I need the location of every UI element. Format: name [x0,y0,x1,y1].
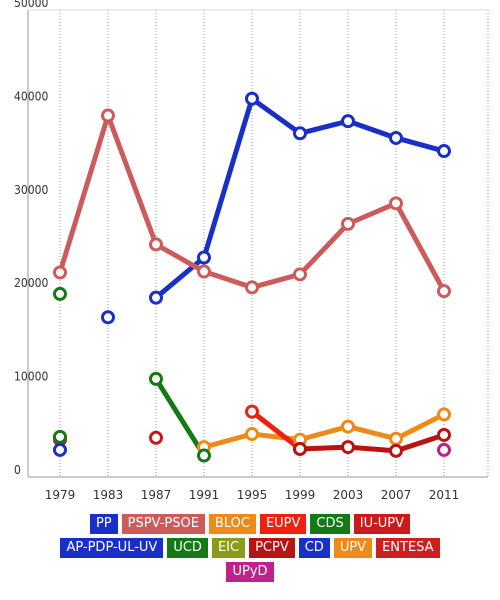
point-pp-2011[interactable] [437,144,451,159]
point-pp-2007[interactable] [389,130,403,145]
point-pcpv-2007[interactable] [389,443,403,458]
point-bloc-1995[interactable] [245,427,259,442]
point-pp-1995[interactable] [245,91,259,106]
point-pspv-psoe-1991[interactable] [197,264,211,279]
point-ucd-1979[interactable] [53,429,67,444]
legend-item-pp[interactable]: PP [89,514,118,534]
grid [59,10,489,477]
legend-row: PP PSPV-PSOE BLOC EUPV CDS IU-UPV [0,514,500,534]
point-cd-1979[interactable] [53,442,67,457]
legend-item-upv[interactable]: UPV [333,538,373,558]
y-tick-label-0: 0 [14,463,21,477]
legend-item-bloc[interactable]: BLOC [208,514,256,534]
y-tick-label-20000: 20000 [14,276,48,290]
point-cds-1979[interactable] [53,286,67,301]
series-points [53,91,451,463]
point-pp-1991[interactable] [197,250,211,265]
point-pcpv-1999[interactable] [293,441,307,456]
series-line-bloc [201,411,447,450]
series-line-pspv-psoe [57,113,447,294]
point-pp-1999[interactable] [293,126,307,141]
point-cds-1991[interactable] [197,448,211,463]
x-tick-label-1979: 1979 [45,488,76,502]
legend-item-pcpv[interactable]: PCPV [249,538,295,558]
point-iu-upv-1987[interactable] [149,430,163,445]
legend-row: AP-PDP-UL-UV UCD EIC PCPV CD UPV ENTESA [0,538,500,558]
x-tick-label-2007: 2007 [381,488,412,502]
legend: PP PSPV-PSOE BLOC EUPV CDS IU-UPV AP-PDP-UL-UV… [0,514,500,586]
legend-item-cd[interactable]: CD [298,538,330,558]
point-ap-pdp-ul-uv-1983[interactable] [101,310,115,325]
point-pp-1987[interactable] [149,290,163,305]
y-tick-label-50000: 50000 [14,0,48,10]
axes [27,9,488,478]
legend-row: UPyD [0,562,500,582]
legend-item-entesa[interactable]: ENTESA [376,538,440,558]
series-line-cds [153,376,207,459]
legend-item-pspv-psoe[interactable]: PSPV-PSOE [121,514,205,534]
point-pspv-psoe-2011[interactable] [437,284,451,299]
point-pspv-psoe-2003[interactable] [341,216,355,231]
point-pspv-psoe-2007[interactable] [389,196,403,211]
legend-item-iu-upv[interactable]: IU-UPV [353,514,411,534]
x-tick-label-1991: 1991 [189,488,220,502]
y-tick-label-30000: 30000 [14,183,48,197]
y-tick-label-10000: 10000 [14,370,48,384]
point-upyd-2011[interactable] [437,442,451,457]
y-axis-tick-labels: 0 10000 20000 30000 40000 50000 [14,0,48,477]
x-tick-label-1999: 1999 [285,488,316,502]
legend-item-upyd[interactable]: UPyD [226,562,274,582]
x-tick-label-1983: 1983 [93,488,124,502]
point-eupv-1995[interactable] [245,404,259,419]
x-axis-tick-labels: 1979 1983 1987 1991 1995 1999 2003 2007 2011 [45,488,460,502]
point-pspv-psoe-1983[interactable] [101,108,115,123]
x-tick-label-1987: 1987 [141,488,172,502]
legend-item-ap-pdp-ul-uv[interactable]: AP-PDP-UL-UV [60,538,164,558]
point-pspv-psoe-1979[interactable] [53,265,67,280]
x-tick-label-2003: 2003 [333,488,364,502]
point-pspv-psoe-1995[interactable] [245,280,259,295]
x-tick-label-1995: 1995 [237,488,268,502]
point-bloc-2007[interactable] [389,431,403,446]
point-pspv-psoe-1999[interactable] [293,267,307,282]
legend-item-eic[interactable]: EIC [211,538,246,558]
legend-item-cds[interactable]: CDS [310,514,350,534]
series-line-eupv [249,409,303,452]
y-tick-label-40000: 40000 [14,89,48,103]
point-bloc-2003[interactable] [341,419,355,434]
point-pspv-psoe-1987[interactable] [149,237,163,252]
point-bloc-2011[interactable] [437,407,451,422]
series-line-pcpv [297,432,447,454]
point-cds-1987[interactable] [149,371,163,386]
legend-item-eupv[interactable]: EUPV [259,514,307,534]
point-pp-2003[interactable] [341,114,355,129]
legend-item-ucd[interactable]: UCD [167,538,208,558]
point-pcpv-2011[interactable] [437,427,451,442]
point-pcpv-2003[interactable] [341,440,355,455]
x-tick-label-2011: 2011 [429,488,460,502]
